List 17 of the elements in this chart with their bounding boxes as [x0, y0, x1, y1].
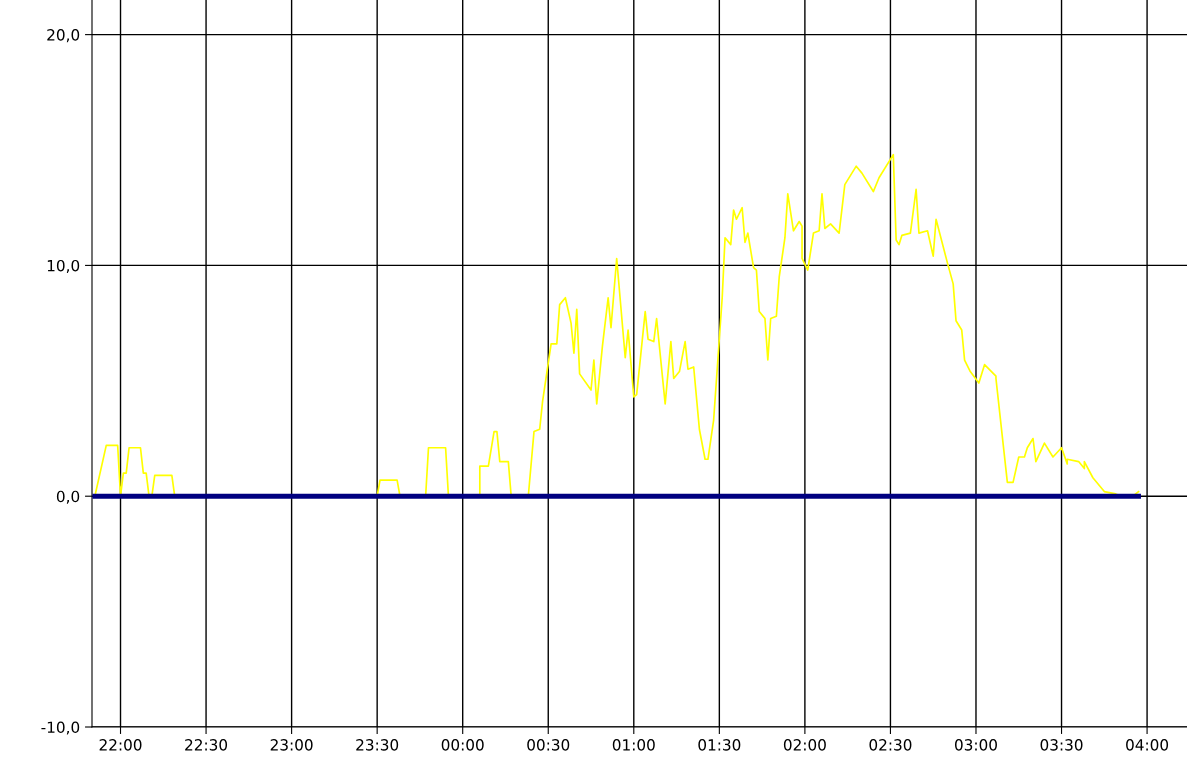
y-tick-label: 10,0	[47, 259, 80, 273]
x-tick-label: 22:00	[99, 739, 142, 751]
x-tick-label: 03:00	[954, 739, 997, 751]
x-tick-label: 22:30	[185, 739, 228, 751]
x-tick-label: 23:00	[270, 739, 313, 751]
x-tick-label: 00:00	[441, 739, 484, 751]
x-tick-label: 03:30	[1040, 739, 1083, 751]
y-tick-label: 0,0	[56, 490, 80, 504]
x-tick-label: 01:30	[698, 739, 741, 751]
x-tick-label: 01:00	[612, 739, 655, 751]
y-tick-label: -10,0	[41, 721, 80, 735]
y-tick-label: 20,0	[47, 29, 80, 43]
x-tick-label: 04:00	[1126, 739, 1169, 751]
x-tick-label: 00:30	[527, 739, 570, 751]
x-tick-label: 02:00	[783, 739, 826, 751]
x-tick-label: 02:30	[869, 739, 912, 751]
x-tick-label: 23:30	[356, 739, 399, 751]
